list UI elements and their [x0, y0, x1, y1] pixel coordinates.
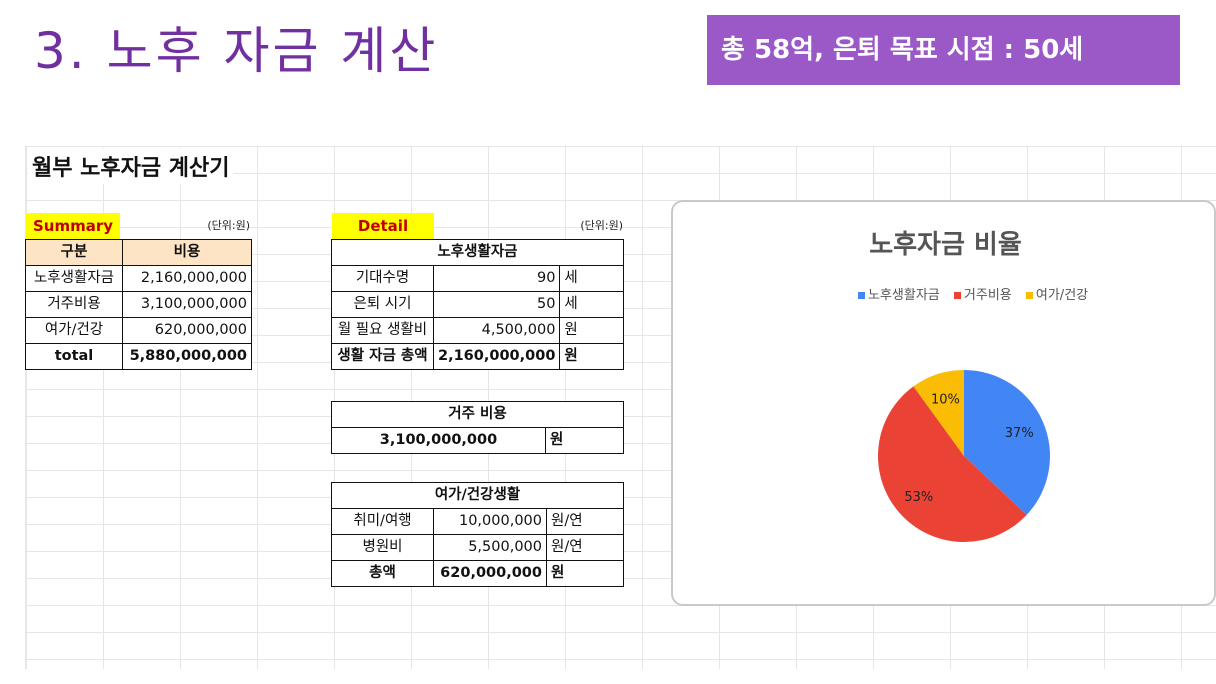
summary-header-category: 구분 — [25, 239, 123, 266]
living-total-value[interactable]: 2,160,000,000 — [432, 343, 561, 370]
detail-cell-name[interactable]: 은퇴 시기 — [331, 291, 434, 318]
legend-label: 거주비용 — [963, 288, 1012, 303]
detail-cell-value[interactable]: 5,500,000 — [433, 534, 547, 561]
detail-unit: (단위:원) — [580, 219, 623, 232]
detail-cell-name[interactable]: 취미/여행 — [331, 508, 434, 535]
detail-label: Detail — [332, 213, 434, 239]
table-row[interactable]: 병원비 5,500,000 원/연 — [331, 534, 624, 561]
summary-cell-name[interactable]: 노후생활자금 — [25, 265, 123, 292]
detail-cell-value[interactable]: 90 — [432, 265, 561, 292]
pie-label-3: 10% — [931, 393, 960, 408]
housing-title-row: 거주 비용 — [331, 401, 624, 428]
detail-cell-name[interactable]: 월 필요 생활비 — [331, 317, 434, 344]
pie-chart: 37% 53% 10% — [878, 370, 1050, 542]
summary-cell-value[interactable]: 2,160,000,000 — [122, 265, 252, 292]
detail-cell-value[interactable]: 10,000,000 — [433, 508, 547, 535]
living-total-name[interactable]: 생활 자금 총액 — [331, 343, 434, 370]
living-fund-title-row: 노후생활자금 — [331, 239, 624, 266]
detail-cell-value[interactable]: 50 — [432, 291, 561, 318]
table-row[interactable]: 거주비용 3,100,000,000 — [25, 291, 252, 318]
summary-cell-value[interactable]: 620,000,000 — [122, 317, 252, 344]
legend-item: 노후생활자금 — [858, 288, 940, 303]
detail-cell-unit[interactable]: 원/연 — [546, 508, 624, 535]
summary-cell-name[interactable]: 거주비용 — [25, 291, 123, 318]
summary-label: Summary — [26, 213, 120, 239]
leisure-total-name[interactable]: 총액 — [331, 560, 434, 587]
living-fund-title: 노후생활자금 — [331, 239, 624, 266]
legend-item: 여가/건강 — [1025, 288, 1089, 303]
summary-unit: (단위:원) — [207, 219, 250, 232]
pie-chart-panel[interactable]: 노후자금 비율 노후생활자금 거주비용 여가/건강 37% 53% 10% — [671, 200, 1216, 606]
detail-cell-unit[interactable]: 원 — [559, 317, 624, 344]
leisure-health-table: 여가/건강생활 취미/여행 10,000,000 원/연 병원비 5,500,0… — [331, 482, 624, 587]
chart-title: 노후자금 비율 — [869, 230, 1022, 260]
legend-label: 여가/건강 — [1035, 288, 1089, 303]
pie-label-1: 37% — [1005, 426, 1034, 441]
pie-slice-2 — [878, 386, 1027, 542]
detail-cell-unit[interactable]: 원/연 — [546, 534, 624, 561]
chart-legend: 노후생활자금 거주비용 여가/건강 — [858, 284, 1098, 303]
summary-cell-name[interactable]: 여가/건강 — [25, 317, 123, 344]
summary-total-row[interactable]: total 5,880,000,000 — [25, 343, 252, 370]
table-row[interactable]: 기대수명 90 세 — [331, 265, 624, 292]
living-fund-total-row[interactable]: 생활 자금 총액 2,160,000,000 원 — [331, 343, 624, 370]
housing-unit[interactable]: 원 — [545, 427, 624, 454]
leisure-title: 여가/건강생활 — [331, 482, 624, 509]
housing-cost-table: 거주 비용 3,100,000,000 원 — [331, 401, 624, 454]
leisure-title-row: 여가/건강생활 — [331, 482, 624, 509]
pie-slice-1 — [964, 370, 1050, 515]
detail-cell-name[interactable]: 병원비 — [331, 534, 434, 561]
legend-swatch — [1025, 292, 1033, 299]
summary-header-row: 구분 비용 — [25, 239, 252, 266]
detail-cell-unit[interactable]: 세 — [559, 291, 624, 318]
legend-swatch — [953, 292, 961, 299]
housing-value[interactable]: 3,100,000,000 — [331, 427, 546, 454]
summary-header-cost: 비용 — [122, 239, 252, 266]
pie-slice-3 — [913, 370, 964, 456]
leisure-total-value[interactable]: 620,000,000 — [433, 560, 547, 587]
legend-swatch — [858, 292, 865, 299]
table-row[interactable]: 3,100,000,000 원 — [331, 427, 624, 454]
detail-cell-name[interactable]: 기대수명 — [331, 265, 434, 292]
summary-cell-value[interactable]: 3,100,000,000 — [122, 291, 252, 318]
legend-label: 노후생활자금 — [868, 288, 940, 303]
slide-title: 3. 노후 자금 계산 — [34, 22, 439, 80]
calculator-title: 월부 노후자금 계산기 — [28, 148, 234, 184]
summary-total-name[interactable]: total — [25, 343, 123, 370]
detail-cell-unit[interactable]: 세 — [559, 265, 624, 292]
leisure-total-row[interactable]: 총액 620,000,000 원 — [331, 560, 624, 587]
table-row[interactable]: 여가/건강 620,000,000 — [25, 317, 252, 344]
housing-title: 거주 비용 — [331, 401, 624, 428]
pie-label-2: 53% — [904, 490, 933, 505]
detail-cell-value[interactable]: 4,500,000 — [432, 317, 561, 344]
table-row[interactable]: 은퇴 시기 50 세 — [331, 291, 624, 318]
table-row[interactable]: 월 필요 생활비 4,500,000 원 — [331, 317, 624, 344]
living-total-unit[interactable]: 원 — [559, 343, 624, 370]
table-row[interactable]: 노후생활자금 2,160,000,000 — [25, 265, 252, 292]
legend-item: 거주비용 — [953, 288, 1012, 303]
summary-table: 구분 비용 노후생활자금 2,160,000,000 거주비용 3,100,00… — [25, 239, 252, 370]
leisure-total-unit[interactable]: 원 — [546, 560, 624, 587]
goal-banner: 총 58억, 은퇴 목표 시점 : 50세 — [707, 15, 1180, 85]
table-row[interactable]: 취미/여행 10,000,000 원/연 — [331, 508, 624, 535]
living-fund-table: 노후생활자금 기대수명 90 세 은퇴 시기 50 세 월 필요 생활비 4,5… — [331, 239, 624, 370]
summary-total-value[interactable]: 5,880,000,000 — [122, 343, 252, 370]
